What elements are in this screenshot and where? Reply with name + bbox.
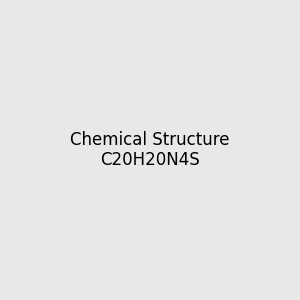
Text: Chemical Structure
C20H20N4S: Chemical Structure C20H20N4S — [70, 130, 230, 170]
